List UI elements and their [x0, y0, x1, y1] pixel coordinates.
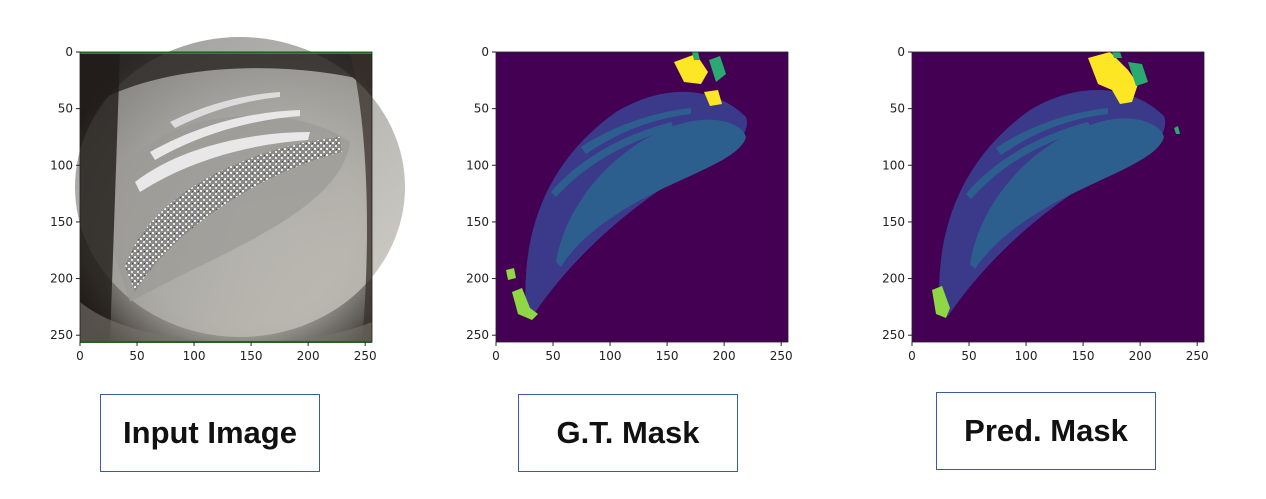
x-tick-label: 0 — [908, 349, 916, 363]
y-tick-label: 200 — [882, 272, 905, 286]
y-tick-label: 50 — [474, 102, 489, 116]
gt-mask-caption-text: G.T. Mask — [556, 415, 700, 450]
gt-mask-panel: 0 50 100 150 200 250 0 50 100 150 200 250 — [456, 0, 796, 380]
x-tick-label: 150 — [240, 349, 263, 363]
gt-mask-caption: G.T. Mask — [518, 394, 738, 472]
x-tick-label: 150 — [1072, 349, 1095, 363]
x-tick-label: 200 — [1129, 349, 1152, 363]
axes-frame — [495, 51, 789, 343]
y-tick-label: 100 — [466, 158, 489, 172]
x-tick-label: 100 — [1015, 349, 1038, 363]
x-tick-label: 100 — [599, 349, 622, 363]
y-tick-label: 200 — [50, 272, 73, 286]
x-tick-label: 50 — [129, 349, 144, 363]
axes-frame — [79, 51, 373, 343]
y-tick-label: 250 — [50, 328, 73, 342]
y-tick-label: 0 — [481, 45, 489, 59]
x-tick-label: 250 — [354, 349, 377, 363]
pred-mask-panel: 0 50 100 150 200 250 0 50 100 150 200 250 — [872, 0, 1212, 380]
x-tick-label: 250 — [770, 349, 793, 363]
x-tick-label: 50 — [961, 349, 976, 363]
x-tick-label: 200 — [713, 349, 736, 363]
y-tick-label: 100 — [882, 158, 905, 172]
y-tick-label: 250 — [882, 328, 905, 342]
input-image-panel: 0 50 100 150 200 250 0 50 100 150 200 250 — [40, 0, 405, 380]
y-tick-label: 50 — [890, 102, 905, 116]
x-tick-label: 200 — [297, 349, 320, 363]
axes-frame — [911, 51, 1205, 343]
x-tick-label: 150 — [656, 349, 679, 363]
x-tick-label: 0 — [76, 349, 84, 363]
input-image-caption-text: Input Image — [123, 415, 297, 450]
y-tick-label: 250 — [466, 328, 489, 342]
x-tick-label: 50 — [545, 349, 560, 363]
y-tick-label: 0 — [897, 45, 905, 59]
y-tick-label: 0 — [65, 45, 73, 59]
y-tick-label: 200 — [466, 272, 489, 286]
pred-mask-caption-text: Pred. Mask — [964, 413, 1128, 448]
y-tick-label: 150 — [50, 215, 73, 229]
x-tick-label: 100 — [183, 349, 206, 363]
y-tick-label: 150 — [882, 215, 905, 229]
x-tick-label: 250 — [1186, 349, 1209, 363]
y-tick-label: 50 — [58, 102, 73, 116]
x-tick-label: 0 — [492, 349, 500, 363]
input-image-caption: Input Image — [100, 394, 320, 472]
pred-mask-caption: Pred. Mask — [936, 392, 1156, 470]
y-tick-label: 100 — [50, 158, 73, 172]
y-tick-label: 150 — [466, 215, 489, 229]
